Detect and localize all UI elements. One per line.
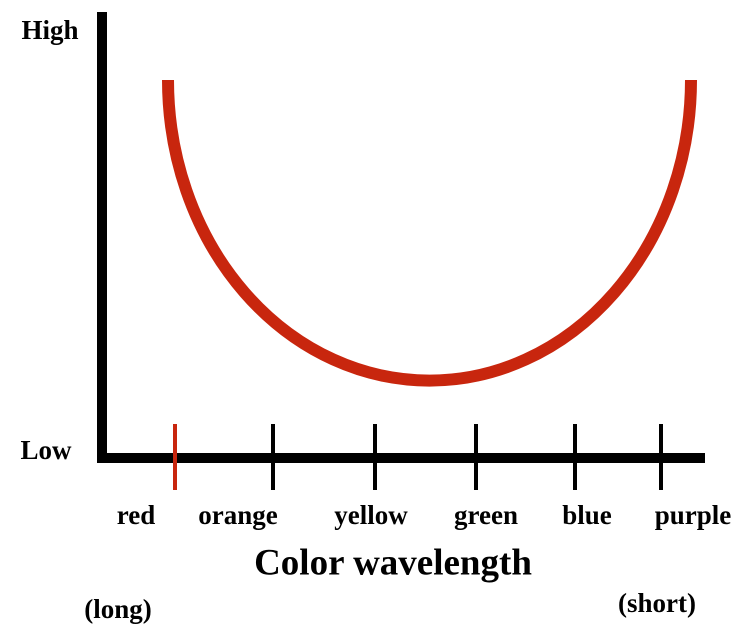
right-end-label: (short) [618, 588, 696, 618]
y-low-label: Low [20, 435, 72, 465]
category-label: purple [655, 500, 732, 530]
y-high-label: High [21, 15, 78, 45]
category-label: red [117, 500, 156, 530]
left-end-label: (long) [84, 594, 152, 624]
category-label: green [454, 500, 518, 530]
x-axis-title: Color wavelength [254, 542, 532, 583]
category-label: yellow [334, 500, 408, 530]
curve [162, 79, 697, 387]
category-label: orange [198, 500, 278, 530]
category-label: blue [562, 500, 612, 530]
